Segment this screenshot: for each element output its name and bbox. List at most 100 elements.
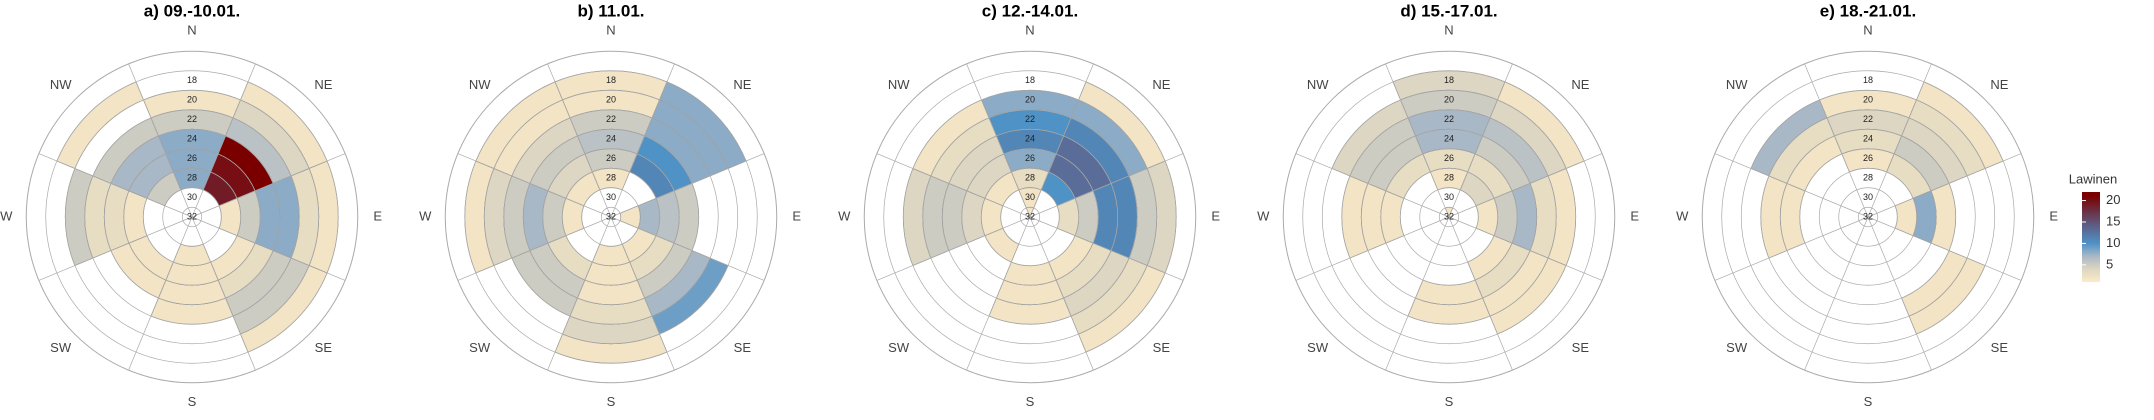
direction-label: N (606, 23, 615, 38)
ring-label: 32 (606, 211, 616, 221)
direction-label: SW (469, 340, 491, 355)
ring-label: 26 (1444, 153, 1454, 163)
ring-grid (1818, 167, 1918, 267)
ring-grid (600, 206, 622, 228)
panel-title: c) 12.-14.01. (982, 1, 1078, 20)
sector-grid (38, 216, 193, 281)
sector-grid (128, 63, 193, 218)
ring-label: 30 (1025, 192, 1035, 202)
ring-grid (1857, 206, 1879, 228)
sector-grid (457, 153, 612, 218)
direction-label: NW (469, 77, 491, 92)
ring-grid (142, 167, 242, 267)
ring-label: 24 (606, 133, 616, 143)
ring-label: 26 (1863, 153, 1873, 163)
sector-grid (1867, 153, 2022, 218)
ring-grid (1302, 70, 1596, 364)
ring-label: 32 (1025, 211, 1035, 221)
direction-label: NE (733, 77, 751, 92)
sector-grid (191, 153, 346, 218)
sector-grid (128, 216, 193, 371)
ring-grid (45, 70, 339, 364)
direction-label: S (188, 394, 197, 409)
ring-label: 28 (606, 172, 616, 182)
ring-label: 30 (187, 192, 197, 202)
sector-grid (610, 216, 765, 281)
direction-label: E (373, 208, 382, 223)
legend-title: Lawinen (2069, 171, 2117, 186)
sector-grid (1867, 216, 1932, 371)
direction-label: W (1257, 208, 1270, 223)
ring-label: 24 (1025, 133, 1035, 143)
ring-grid (1438, 206, 1460, 228)
ring-label: 20 (1025, 94, 1035, 104)
ring-grid (522, 128, 700, 306)
ring-grid (581, 187, 641, 247)
direction-label: SE (1572, 340, 1590, 355)
ring-grid (1360, 128, 1538, 306)
sector-grid (1029, 216, 1184, 281)
ring-grid (181, 206, 203, 228)
panel-title: a) 09.-10.01. (144, 1, 240, 20)
direction-label: W (419, 208, 432, 223)
legend-colorbar (2082, 192, 2100, 282)
sector-grid (1385, 63, 1450, 218)
ring-grid (1341, 109, 1557, 325)
sector-grid (1448, 63, 1513, 218)
direction-label: W (1676, 208, 1689, 223)
ring-label: 20 (606, 94, 616, 104)
sector-grid (1714, 216, 1869, 281)
ring-label: 20 (187, 94, 197, 104)
ring-label: 26 (187, 153, 197, 163)
ring-grid (1019, 206, 1041, 228)
ring-grid (103, 128, 281, 306)
sector-grid (1804, 216, 1869, 371)
ring-grid (883, 70, 1177, 364)
ring-grid (961, 148, 1099, 286)
ring-label: 32 (187, 211, 197, 221)
direction-label: NW (888, 77, 910, 92)
ring-label: 18 (1444, 75, 1454, 85)
direction-label: N (187, 23, 196, 38)
sector-grid (1448, 153, 1603, 218)
ring-grid (1760, 109, 1976, 325)
ring-label: 28 (1863, 172, 1873, 182)
ring-grid (922, 109, 1138, 325)
sector-grid (547, 63, 612, 218)
ring-label: 30 (1863, 192, 1873, 202)
ring-label: 26 (606, 153, 616, 163)
ring-grid (1740, 89, 1996, 345)
ring-grid (1380, 148, 1518, 286)
direction-label: SE (734, 340, 752, 355)
legend-tick-label: 20 (2106, 192, 2120, 207)
direction-label: W (838, 208, 851, 223)
ring-grid (542, 148, 680, 286)
direction-label: SE (315, 340, 333, 355)
sector-grid (876, 153, 1031, 218)
sector-grid (1029, 153, 1184, 218)
sector-grid (876, 216, 1031, 281)
ring-grid (1721, 70, 2015, 364)
direction-label: N (1025, 23, 1034, 38)
ring-grid (123, 148, 261, 286)
direction-label: S (1026, 394, 1035, 409)
direction-label: NE (1990, 77, 2008, 92)
ring-label: 22 (606, 114, 616, 124)
direction-label: E (1211, 208, 1220, 223)
ring-label: 20 (1863, 94, 1873, 104)
ring-grid (902, 89, 1158, 345)
direction-label: SW (888, 340, 910, 355)
sector-grid (610, 63, 675, 218)
sector-grid (1295, 216, 1450, 281)
direction-label: N (1863, 23, 1872, 38)
direction-label: SW (50, 340, 72, 355)
ring-label: 18 (1025, 75, 1035, 85)
ring-label: 30 (606, 192, 616, 202)
direction-label: SE (1153, 340, 1171, 355)
sector-grid (1295, 153, 1450, 218)
legend-tick-label: 10 (2106, 235, 2120, 250)
ring-label: 20 (1444, 94, 1454, 104)
ring-grid (1419, 187, 1479, 247)
sector-grid (1385, 216, 1450, 371)
direction-label: NW (1726, 77, 1748, 92)
